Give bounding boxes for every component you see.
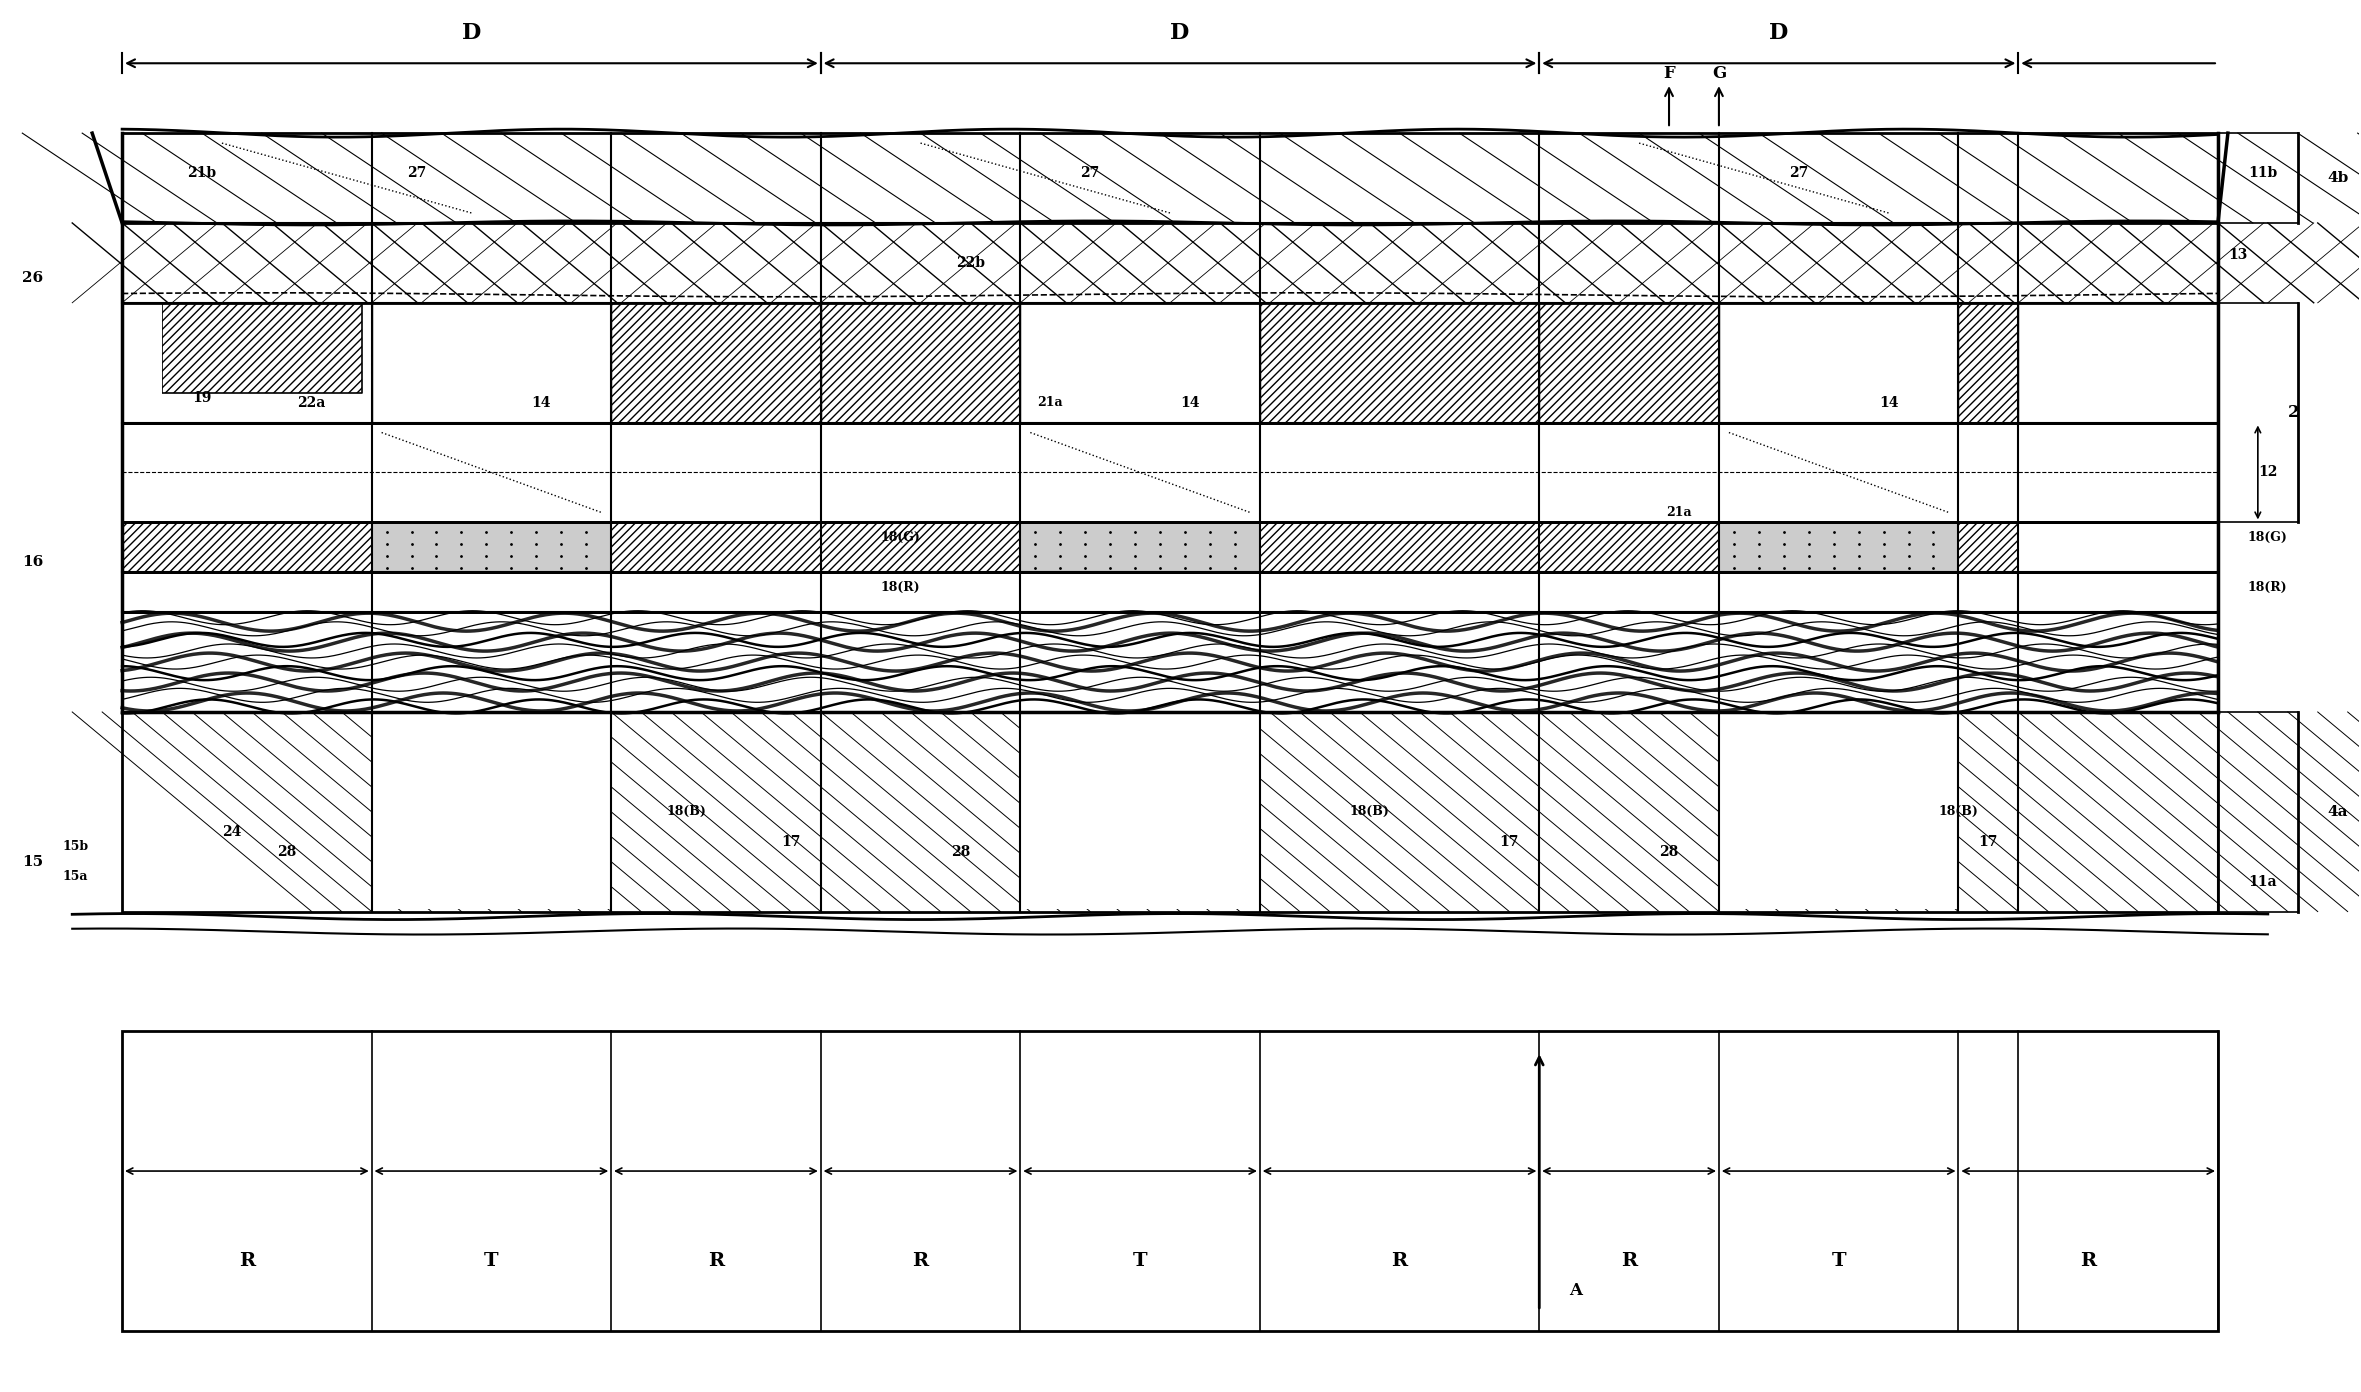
Text: 21b: 21b [187, 166, 217, 180]
Text: 27: 27 [1081, 166, 1100, 180]
Text: 26: 26 [21, 271, 42, 285]
Text: 21a: 21a [1667, 505, 1693, 519]
Text: R: R [2080, 1251, 2097, 1270]
Bar [123, 134, 2217, 223]
Text: 12: 12 [2257, 465, 2278, 479]
Text: 27: 27 [1790, 166, 1809, 180]
Text: 2: 2 [2288, 404, 2300, 420]
Text: 15b: 15b [61, 841, 87, 853]
Bar [123, 522, 371, 572]
Text: T: T [1832, 1251, 1846, 1270]
Bar [123, 711, 2217, 912]
Text: 14: 14 [1180, 395, 1199, 409]
Bar [371, 711, 611, 909]
Text: 18(B): 18(B) [1938, 805, 1979, 818]
Bar [123, 1031, 2217, 1331]
Bar [1539, 522, 1719, 572]
Bar [822, 303, 1020, 423]
Text: T: T [484, 1251, 498, 1270]
Text: 14: 14 [531, 395, 550, 409]
Text: 18(R): 18(R) [881, 580, 921, 594]
Text: R: R [1622, 1251, 1636, 1270]
Bar [1719, 711, 1957, 909]
Text: T: T [1133, 1251, 1147, 1270]
Bar [123, 223, 2217, 303]
Bar [611, 303, 822, 423]
Bar [123, 423, 2217, 522]
Text: 18(R): 18(R) [2248, 580, 2288, 594]
Bar [123, 522, 2217, 572]
Bar [1719, 303, 1957, 423]
Text: F: F [1662, 65, 1674, 82]
Bar [1957, 303, 2019, 423]
Text: R: R [708, 1251, 725, 1270]
Text: 4a: 4a [2328, 805, 2349, 818]
Bar [1957, 522, 2019, 572]
Bar [1539, 303, 1719, 423]
Bar [1719, 522, 1957, 572]
Polygon shape [123, 303, 371, 423]
Bar [611, 522, 822, 572]
Bar [1020, 303, 1261, 423]
Text: 19: 19 [191, 391, 212, 405]
Text: 16: 16 [21, 555, 42, 569]
Bar [1020, 711, 1261, 909]
Text: 24: 24 [222, 824, 241, 839]
Text: 18(G): 18(G) [2248, 530, 2288, 544]
Text: 27: 27 [406, 166, 425, 180]
Text: 14: 14 [1879, 395, 1898, 409]
Text: 18(B): 18(B) [1350, 805, 1391, 818]
Text: G: G [1712, 65, 1726, 82]
Bar [822, 522, 1020, 572]
Text: 13: 13 [2229, 248, 2248, 262]
Text: A: A [1570, 1282, 1582, 1299]
Text: 22a: 22a [297, 395, 326, 409]
Text: 17: 17 [1499, 835, 1518, 849]
Bar [123, 572, 2217, 612]
Text: 28: 28 [1660, 845, 1679, 859]
Text: 17: 17 [781, 835, 800, 849]
Text: 11b: 11b [2248, 166, 2276, 180]
Text: 15a: 15a [61, 870, 87, 883]
Text: D: D [1768, 22, 1787, 45]
Bar [371, 303, 611, 423]
Text: 18(B): 18(B) [666, 805, 706, 818]
Text: D: D [463, 22, 482, 45]
Text: R: R [911, 1251, 928, 1270]
Bar [123, 612, 2217, 711]
Bar [123, 303, 163, 412]
Text: 22b: 22b [956, 256, 985, 270]
Text: 21a: 21a [1036, 397, 1062, 409]
Text: R: R [1391, 1251, 1407, 1270]
Text: 17: 17 [1979, 835, 1997, 849]
Bar [371, 522, 611, 572]
Text: 28: 28 [276, 845, 297, 859]
Text: 18(G): 18(G) [881, 530, 921, 544]
Text: R: R [238, 1251, 255, 1270]
Text: 28: 28 [951, 845, 970, 859]
Bar [123, 303, 371, 423]
Text: 15: 15 [21, 855, 42, 869]
Bar [1261, 303, 1539, 423]
Text: D: D [1171, 22, 1190, 45]
Text: 4b: 4b [2328, 171, 2349, 185]
Bar [1261, 522, 1539, 572]
Text: 11a: 11a [2248, 874, 2276, 888]
Bar [1020, 522, 1261, 572]
